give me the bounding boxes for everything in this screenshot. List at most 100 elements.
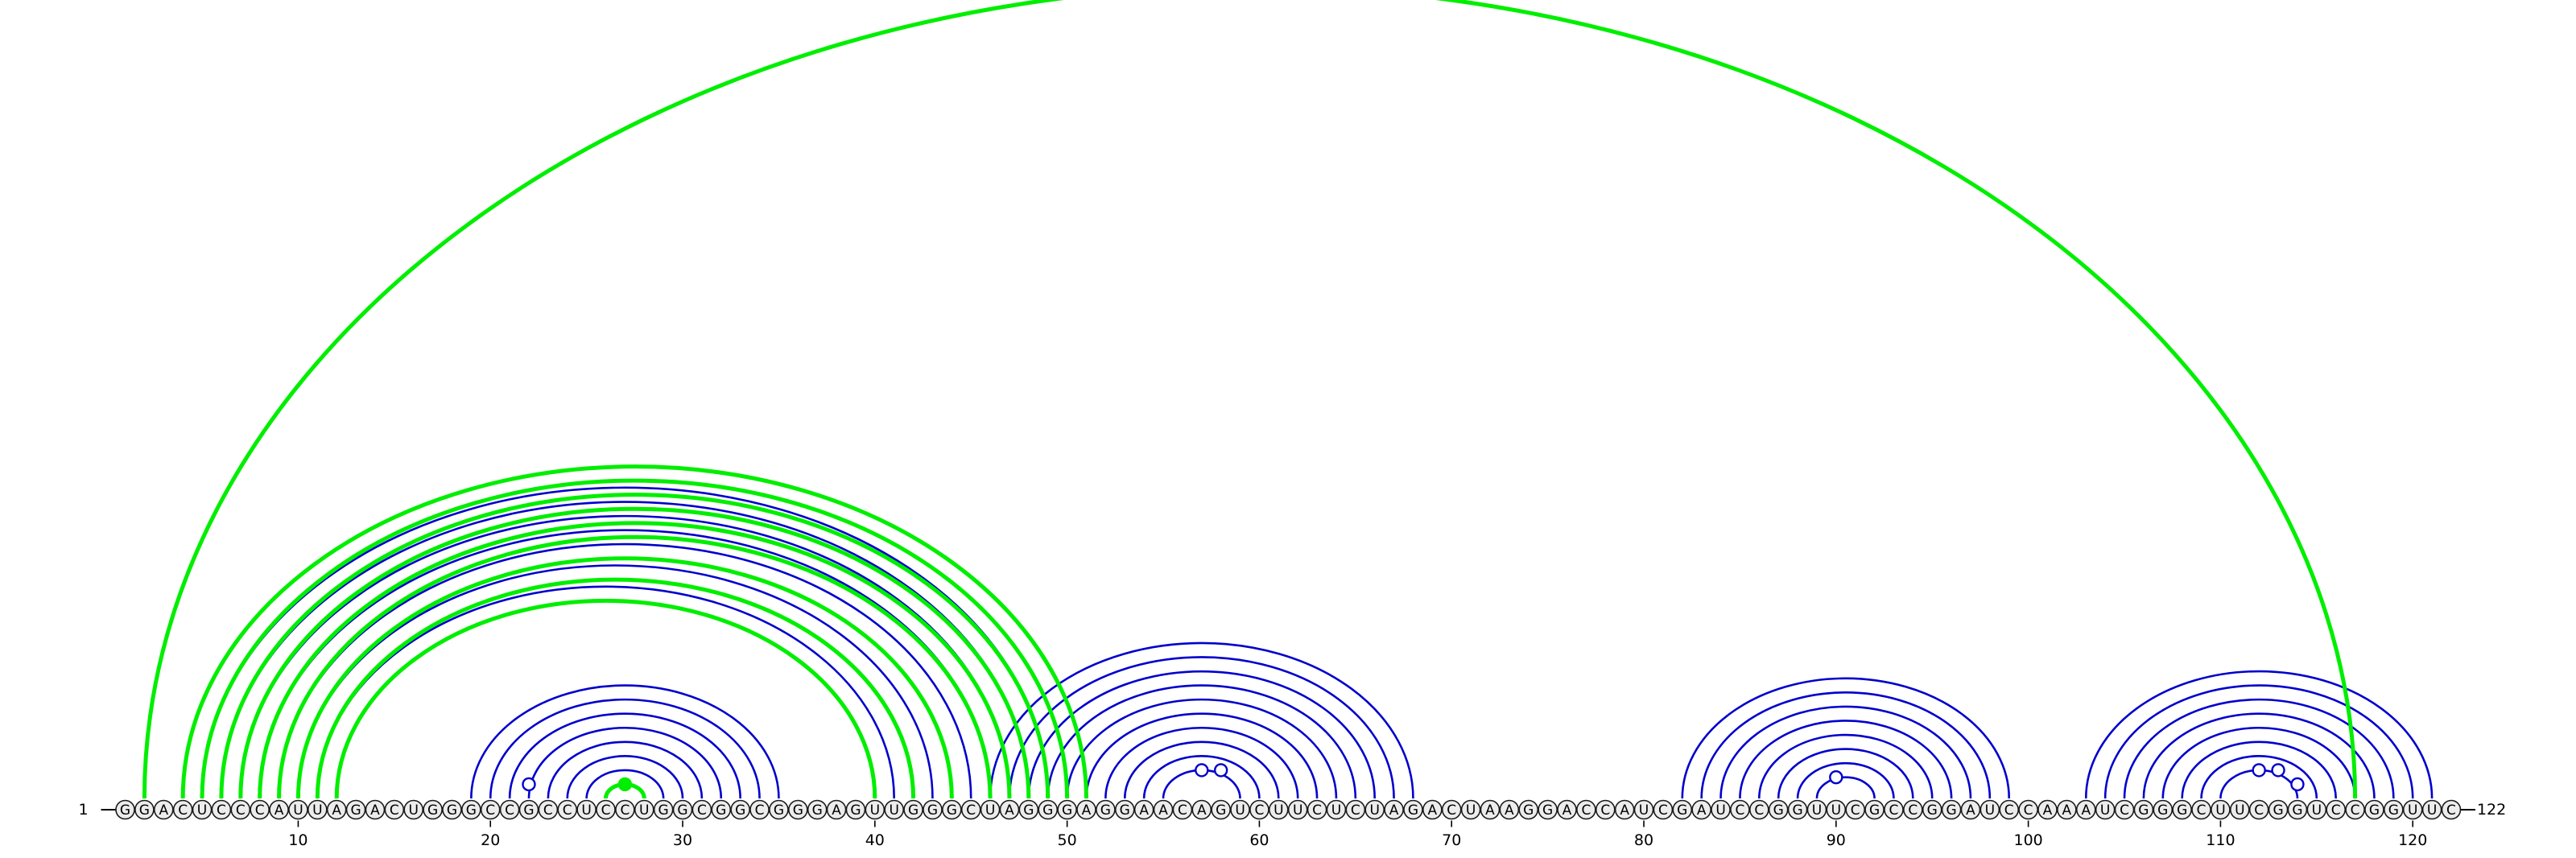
nucleotide-81: C (1653, 799, 1674, 820)
nucleotide-110: U (2211, 799, 2231, 820)
nucleotide-46: U (980, 799, 1001, 820)
nucleotide-104: U (2095, 799, 2116, 820)
tick-label-100: 100 (2013, 831, 2042, 849)
nucleotide-84: U (1711, 799, 1731, 820)
svg-text:C: C (255, 802, 265, 819)
svg-text:G: G (523, 802, 534, 819)
nucleotide-87: G (1768, 799, 1789, 820)
svg-text:G: G (2369, 802, 2380, 819)
nucleotide-111: U (2230, 799, 2250, 820)
svg-text:G: G (1773, 802, 1784, 819)
structure-b-arc-11-42 (315, 577, 916, 799)
svg-text:C: C (563, 802, 572, 819)
structure-b-arc-12-40 (334, 598, 877, 799)
svg-text:A: A (275, 802, 284, 819)
svg-text:A: A (1082, 802, 1092, 819)
nucleotide-55: A (1153, 799, 1174, 820)
structure-b-arc-4-51 (180, 464, 1088, 799)
nucleotide-13: G (345, 799, 366, 820)
nucleotide-10: U (288, 799, 308, 820)
svg-text:G: G (793, 802, 803, 819)
nucleotide-32: G (711, 799, 732, 820)
nucleotide-52: G (1096, 799, 1116, 820)
svg-text:A: A (1389, 802, 1399, 819)
svg-text:G: G (2157, 802, 2168, 819)
base-pair-arcs (142, 0, 2434, 799)
nucleotide-63: C (1307, 799, 1327, 820)
svg-text:C: C (543, 802, 553, 819)
nucleotide-102: A (2057, 799, 2077, 820)
structure-a-arc-85-96 (1739, 720, 1953, 799)
svg-text:G: G (1927, 802, 1938, 819)
nucleotide-97: A (1960, 799, 1981, 820)
nucleotide-35: G (769, 799, 789, 820)
structure-a-arc-83-98 (1700, 691, 1992, 799)
svg-text:U: U (2312, 802, 2322, 819)
nucleotide-4: C (172, 799, 193, 820)
tick-label-40: 40 (865, 831, 885, 849)
structure-b-arc-10-44 (295, 556, 954, 799)
svg-text:G: G (1869, 802, 1880, 819)
tick-label-120: 120 (2398, 831, 2427, 849)
nucleotide-96: G (1941, 799, 1962, 820)
nucleotide-67: A (1384, 799, 1404, 820)
svg-text:G: G (812, 802, 823, 819)
svg-text:U: U (1331, 802, 1341, 819)
structure-a-arc-104-120 (2103, 684, 2414, 799)
structure-a-arc-103-121 (2084, 670, 2434, 799)
svg-text:G: G (1062, 802, 1072, 819)
svg-text:U: U (312, 802, 322, 819)
svg-text:C: C (2331, 802, 2341, 819)
structure-a-arc-52-62 (1104, 726, 1299, 799)
svg-text:G: G (677, 802, 687, 819)
nucleotide-2: G (134, 799, 155, 820)
nucleotide-95: G (1922, 799, 1942, 820)
svg-text:C: C (505, 802, 514, 819)
svg-text:U: U (293, 802, 303, 819)
nucleotide-26: C (596, 799, 616, 820)
svg-text:U: U (1985, 802, 1995, 819)
svg-text:C: C (2120, 802, 2129, 819)
svg-text:U: U (1293, 802, 1302, 819)
svg-text:A: A (1158, 802, 1168, 819)
nucleotide-14: A (365, 799, 386, 820)
svg-text:U: U (2427, 802, 2437, 819)
nucleotide-119: G (2384, 799, 2404, 820)
svg-text:C: C (620, 802, 630, 819)
structure-a-arc-48-66 (1027, 670, 1376, 799)
structure-a-arc-21-33 (508, 712, 741, 799)
structure-a-arc-51-63 (1085, 712, 1319, 799)
structure-a-arc-20-34 (489, 698, 761, 799)
svg-text:G: G (2292, 802, 2302, 819)
svg-text:A: A (1197, 802, 1207, 819)
nucleotide-51: A (1076, 799, 1096, 820)
svg-text:G: G (1100, 802, 1111, 819)
nucleotide-23: C (538, 799, 559, 820)
svg-text:G: G (1042, 802, 1053, 819)
nucleotide-44: G (942, 799, 962, 820)
svg-text:U: U (1831, 802, 1841, 819)
nucleotide-38: A (826, 799, 847, 820)
structure-a-arc-54-60 (1142, 755, 1261, 799)
nucleotide-18: G (442, 799, 462, 820)
nucleotide-94: C (1903, 799, 1923, 820)
nucleotide-48: G (1018, 799, 1039, 820)
svg-text:U: U (2408, 802, 2417, 819)
structure-b-arc-5-50 (200, 478, 1070, 799)
svg-text:U: U (408, 802, 418, 819)
svg-text:U: U (985, 802, 995, 819)
svg-text:G: G (850, 802, 861, 819)
nucleotide-91: C (1845, 799, 1865, 820)
structure-a-arc-87-94 (1777, 748, 1914, 799)
nucleotide-29: G (653, 799, 674, 820)
nucleotide-118: G (2364, 799, 2384, 820)
svg-text:G: G (2388, 802, 2399, 819)
svg-text:G: G (466, 802, 477, 819)
nucleotide-19: G (461, 799, 481, 820)
nucleotide-7: C (230, 799, 251, 820)
nucleotide-90: U (1826, 799, 1847, 820)
structure-a-arc-105-119 (2123, 698, 2395, 799)
nucleotide-57: A (1191, 799, 1212, 820)
